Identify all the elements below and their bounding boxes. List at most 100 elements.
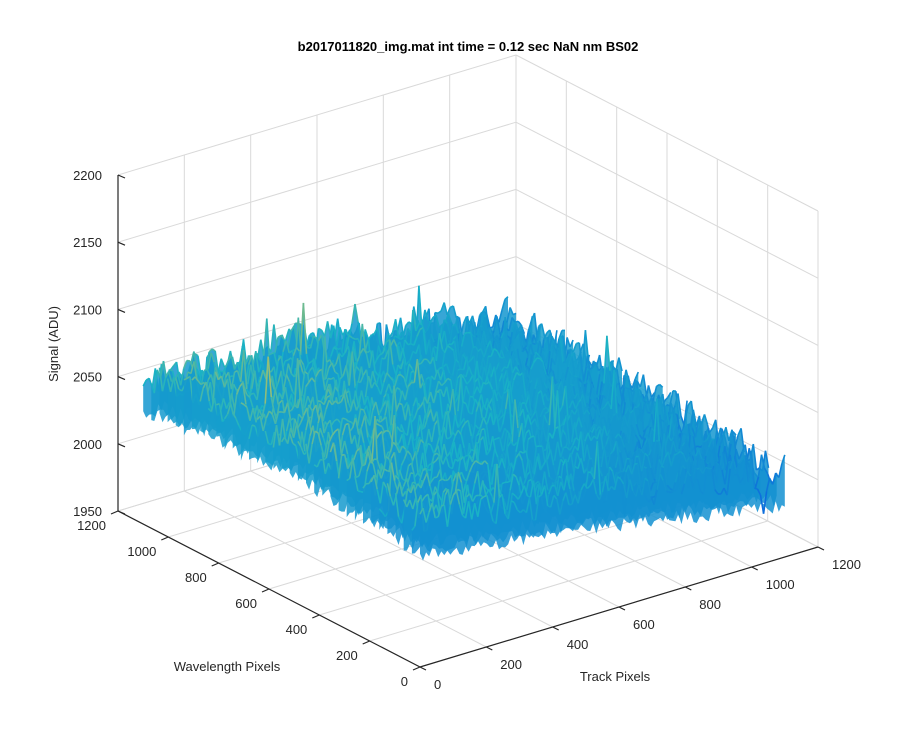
surface-segment [153, 369, 159, 394]
surface-segment [574, 494, 579, 504]
surface-segment [407, 343, 412, 346]
surface-segment [735, 463, 740, 472]
surface-segment [376, 327, 382, 346]
surface-segment [372, 463, 377, 478]
surface-segment [377, 469, 382, 479]
surface-segment [601, 475, 607, 493]
surface-segment [340, 440, 346, 456]
surface-segment [405, 321, 410, 327]
x-tick-mark [419, 666, 427, 671]
surface-segment [398, 481, 404, 497]
surface-segment [618, 418, 623, 422]
surface-segment [323, 321, 329, 337]
surface-segment [673, 452, 678, 456]
surface-segment [618, 357, 623, 372]
surface-segment [443, 504, 449, 527]
surface-segment [449, 432, 454, 439]
surface-segment [210, 352, 215, 363]
surface-segment [367, 397, 373, 425]
surface-segment [242, 339, 248, 365]
surface-segment [313, 335, 318, 339]
surface-segment [465, 366, 470, 378]
surface-segment [439, 456, 444, 465]
surface-segment [334, 400, 339, 405]
surface-segment [415, 323, 420, 332]
surface-segment [521, 394, 526, 403]
surface-segment [336, 327, 341, 347]
surface-segment [637, 463, 642, 489]
surface-segment [477, 429, 483, 444]
surface-segment [516, 509, 521, 514]
surface-segment [592, 479, 598, 495]
surface-segment [435, 333, 441, 362]
surface-segment [352, 399, 358, 411]
surface-segment [523, 485, 529, 497]
surface-segment [571, 445, 576, 455]
surface-segment [422, 442, 428, 468]
surface-segment [262, 417, 268, 432]
surface-segment [493, 448, 499, 458]
surface-segment [271, 414, 277, 425]
surface-segment [305, 335, 311, 348]
surface-segment [580, 483, 585, 491]
surface-segment [220, 375, 226, 388]
surface-segment [529, 344, 535, 356]
surface-segment [669, 440, 674, 455]
surface-segment [631, 378, 636, 389]
surface-segment [587, 471, 592, 474]
surface-segment [362, 483, 367, 489]
surface-segment [389, 376, 394, 381]
surface-segment [298, 413, 303, 419]
surface-segment [418, 285, 423, 330]
surface-segment [625, 479, 631, 499]
surface-segment [256, 381, 261, 401]
surface-segment [339, 375, 344, 380]
surface-segment [261, 403, 266, 417]
surface-segment [575, 437, 580, 442]
surface-segment [624, 389, 630, 403]
surface-segment [459, 401, 464, 424]
surface-segment [288, 381, 294, 392]
surface-segment [630, 390, 636, 407]
surface-segment [246, 364, 252, 385]
surface-segment [553, 494, 558, 500]
surface-segment [275, 424, 281, 446]
surface-segment [617, 433, 623, 439]
surface-segment [232, 394, 238, 417]
surface-segment [315, 404, 320, 420]
surface-segment [501, 408, 507, 425]
surface-segment [480, 348, 485, 358]
surface-segment [467, 448, 473, 456]
surface-segment [465, 316, 471, 324]
surface-segment [446, 307, 451, 316]
surface-segment [183, 377, 188, 381]
surface-segment [304, 370, 309, 375]
surface-segment [249, 408, 254, 421]
z-axis-label: Signal (ADU) [46, 306, 61, 382]
surface-segment [457, 346, 463, 365]
surface-segment [689, 433, 694, 438]
surface-segment [334, 345, 339, 350]
surface-segment [447, 313, 453, 323]
surface-segment [398, 469, 404, 480]
surface-segment [691, 455, 697, 468]
surface-segment [395, 403, 400, 412]
surface-segment [343, 394, 349, 413]
surface-segment [620, 478, 625, 485]
surface-segment [430, 444, 435, 454]
surface-segment [381, 357, 385, 360]
surface-segment [444, 377, 449, 384]
surface-segment [554, 485, 559, 497]
surface-segment [479, 417, 485, 428]
surface-segment [689, 476, 695, 490]
surface-segment [763, 467, 769, 474]
surface-segment [457, 471, 463, 483]
surface-segment [437, 380, 443, 387]
surface-segment [527, 320, 533, 331]
surface-segment [589, 404, 594, 410]
surface-segment [560, 418, 566, 427]
surface-layer [142, 285, 786, 561]
y-tick-mark [161, 536, 169, 541]
surface-segment [151, 368, 157, 388]
surface-segment [319, 428, 324, 438]
